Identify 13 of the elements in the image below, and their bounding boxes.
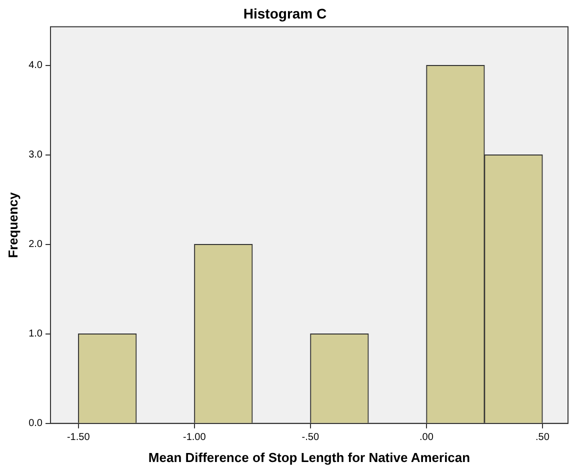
y-tick-label: 3.0 [28, 150, 43, 161]
y-tick-label: 4.0 [28, 60, 43, 72]
y-axis-title: Frequency [5, 191, 20, 258]
x-tick-label: .00 [419, 432, 434, 444]
chart-title: Histogram C [243, 5, 327, 22]
x-tick-label: -1.50 [66, 432, 90, 444]
x-tick-label: -1.00 [182, 432, 206, 444]
y-tick-label: 1.0 [28, 328, 43, 340]
x-tick-label: -.50 [302, 432, 320, 444]
y-tick-label: 0.0 [28, 418, 43, 430]
x-tick-label: .50 [536, 432, 550, 444]
y-tick-label: 2.0 [28, 239, 43, 250]
x-axis-title: Mean Difference of Stop Length for Native American [148, 450, 470, 465]
